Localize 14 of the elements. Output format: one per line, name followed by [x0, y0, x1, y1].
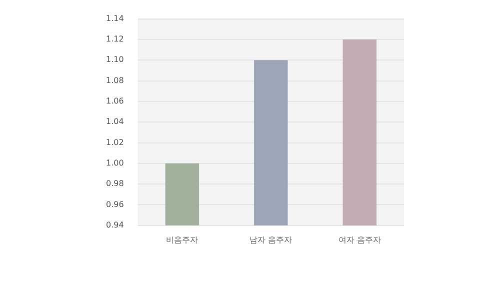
x-tick-label: 남자 음주자 — [250, 235, 292, 244]
y-tick-label: 1.00 — [106, 158, 124, 168]
y-tick-label: 1.14 — [106, 14, 124, 23]
y-tick-label: 1.12 — [106, 34, 124, 44]
y-tick-label: 1.04 — [106, 117, 124, 126]
y-tick-label: 1.10 — [106, 55, 124, 64]
y-tick-label: 0.98 — [106, 179, 124, 188]
y-tick-label: 1.02 — [106, 138, 124, 147]
y-tick-label: 1.08 — [106, 76, 124, 85]
y-tick-label: 0.96 — [106, 200, 124, 209]
x-tick-label: 비음주자 — [166, 235, 198, 244]
y-tick-label: 1.06 — [106, 96, 124, 106]
y-tick-label: 0.94 — [106, 220, 124, 230]
x-tick-label: 여자 음주자 — [338, 235, 381, 244]
